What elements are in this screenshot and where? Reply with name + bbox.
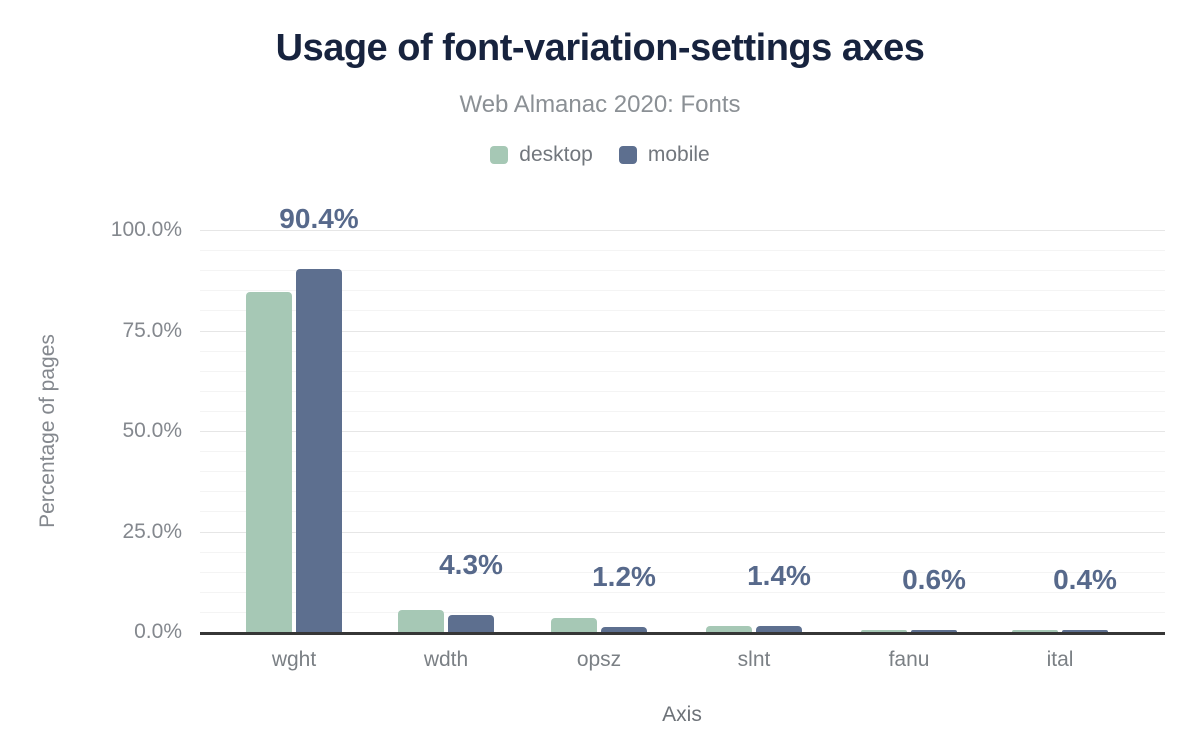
bar-desktop-slnt[interactable] xyxy=(706,625,752,632)
bar-mobile-opsz[interactable] xyxy=(601,627,647,632)
x-tick-ital: ital xyxy=(1046,648,1074,671)
gridline-minor-90 xyxy=(200,270,1165,272)
gridline-minor-5 xyxy=(200,611,1165,613)
bar-mobile-fanu[interactable] xyxy=(911,629,957,632)
x-tick-wght: wght xyxy=(271,648,317,671)
x-axis-title: Axis xyxy=(662,703,702,726)
gridline-major-75 xyxy=(200,330,1165,332)
y-tick-0: 0.0% xyxy=(134,620,182,643)
bar-desktop-opsz[interactable] xyxy=(551,618,597,632)
gridline-minor-45 xyxy=(200,451,1165,453)
x-axis-line xyxy=(200,632,1165,635)
chart-subtitle: Web Almanac 2020: Fonts xyxy=(459,91,741,118)
y-tick-50: 50.0% xyxy=(122,419,182,442)
y-tick-100: 100.0% xyxy=(110,218,182,241)
gridline-minor-20 xyxy=(200,551,1165,553)
gridline-major-100 xyxy=(200,230,1165,231)
gridline-minor-70 xyxy=(200,350,1165,352)
gridline-minor-65 xyxy=(200,370,1165,372)
legend-label-desktop: desktop xyxy=(519,143,593,166)
gridline-minor-80 xyxy=(200,310,1165,312)
gridline-minor-35 xyxy=(200,491,1165,493)
legend-label-mobile: mobile xyxy=(647,143,710,166)
gridline-minor-85 xyxy=(200,290,1165,292)
gridline-minor-30 xyxy=(200,511,1165,513)
gridline-major-50 xyxy=(200,431,1165,432)
bar-mobile-ital[interactable] xyxy=(1062,630,1108,632)
gridline-minor-15 xyxy=(200,571,1165,573)
bar-desktop-fanu[interactable] xyxy=(861,629,907,632)
value-label-fanu: 0.6% xyxy=(902,563,966,595)
bar-desktop-wght[interactable] xyxy=(246,292,292,632)
bar-mobile-wdth[interactable] xyxy=(448,614,494,632)
value-label-opsz: 1.2% xyxy=(592,561,656,593)
gridline-minor-10 xyxy=(200,591,1165,593)
legend-item-desktop: desktop xyxy=(490,143,593,167)
bar-mobile-wght[interactable] xyxy=(296,268,342,632)
desktop-swatch-icon xyxy=(490,146,509,164)
y-tick-25: 25.0% xyxy=(122,519,182,543)
x-tick-opsz: opsz xyxy=(576,648,622,671)
bar-desktop-wdth[interactable] xyxy=(398,610,444,632)
mobile-swatch-icon xyxy=(618,146,637,164)
page-title: Usage of font-variation-settings axes xyxy=(275,27,925,69)
legend: desktop mobile xyxy=(0,143,1200,167)
y-tick-75: 75.0% xyxy=(122,318,182,342)
gridline-major-25 xyxy=(200,531,1165,533)
x-tick-slnt: slnt xyxy=(737,648,771,671)
value-label-ital: 0.4% xyxy=(1053,564,1117,596)
y-axis-title: Percentage of pages xyxy=(36,334,59,528)
x-tick-wdth: wdth xyxy=(423,648,469,671)
gridline-minor-95 xyxy=(200,250,1165,252)
bar-desktop-ital[interactable] xyxy=(1012,630,1058,632)
gridline-minor-55 xyxy=(200,410,1165,412)
gridline-minor-60 xyxy=(200,390,1165,392)
bar-mobile-slnt[interactable] xyxy=(756,626,802,632)
plot-area: 100.0% 75.0% 50.0% 25.0% 0.0% Percentage… xyxy=(0,27,1200,742)
x-tick-fanu: fanu xyxy=(888,648,930,671)
value-label-wght: 90.4% xyxy=(279,202,359,234)
value-label-slnt: 1.4% xyxy=(747,560,811,592)
legend-item-mobile: mobile xyxy=(618,143,710,167)
gridline-minor-40 xyxy=(200,471,1165,473)
value-label-wdth: 4.3% xyxy=(439,548,503,580)
